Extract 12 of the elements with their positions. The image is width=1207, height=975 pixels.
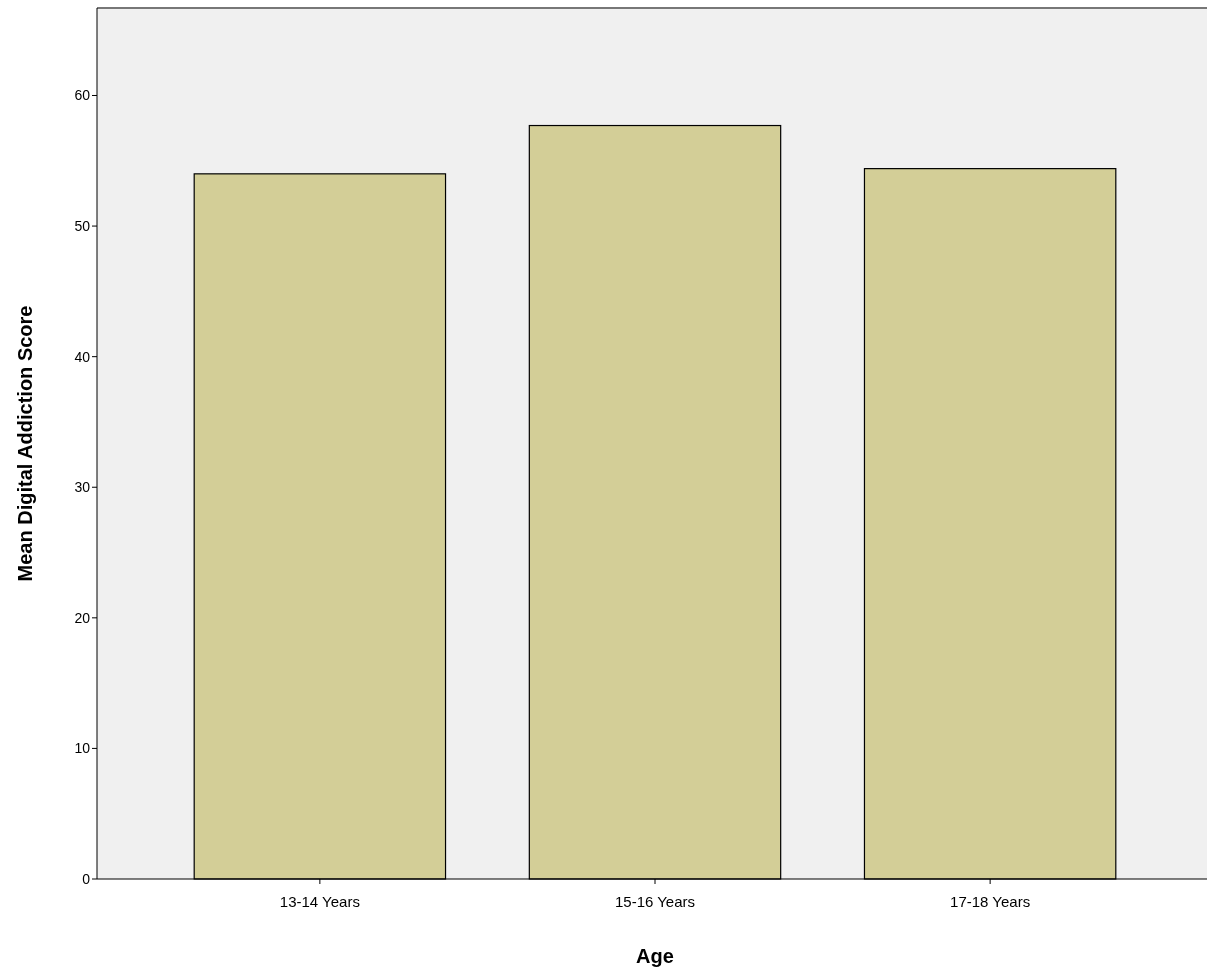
x-tick-label: 13-14 Years [279, 893, 360, 910]
y-tick-label: 50 [74, 217, 91, 234]
y-tick-label: 0 [82, 870, 91, 887]
x-tick-label: 15-16 Years [614, 893, 696, 910]
y-tick-label: 40 [74, 348, 91, 365]
x-tick-label: 17-18 Years [950, 893, 1031, 910]
x-axis-title: Age [636, 945, 674, 967]
y-tick-label: 10 [74, 740, 91, 757]
y-tick-label: 60 [74, 87, 91, 104]
y-tick-label: 20 [74, 609, 91, 626]
y-tick-label: 30 [74, 479, 91, 496]
y-axis-title: Mean Digital Addiction Score [14, 305, 36, 582]
